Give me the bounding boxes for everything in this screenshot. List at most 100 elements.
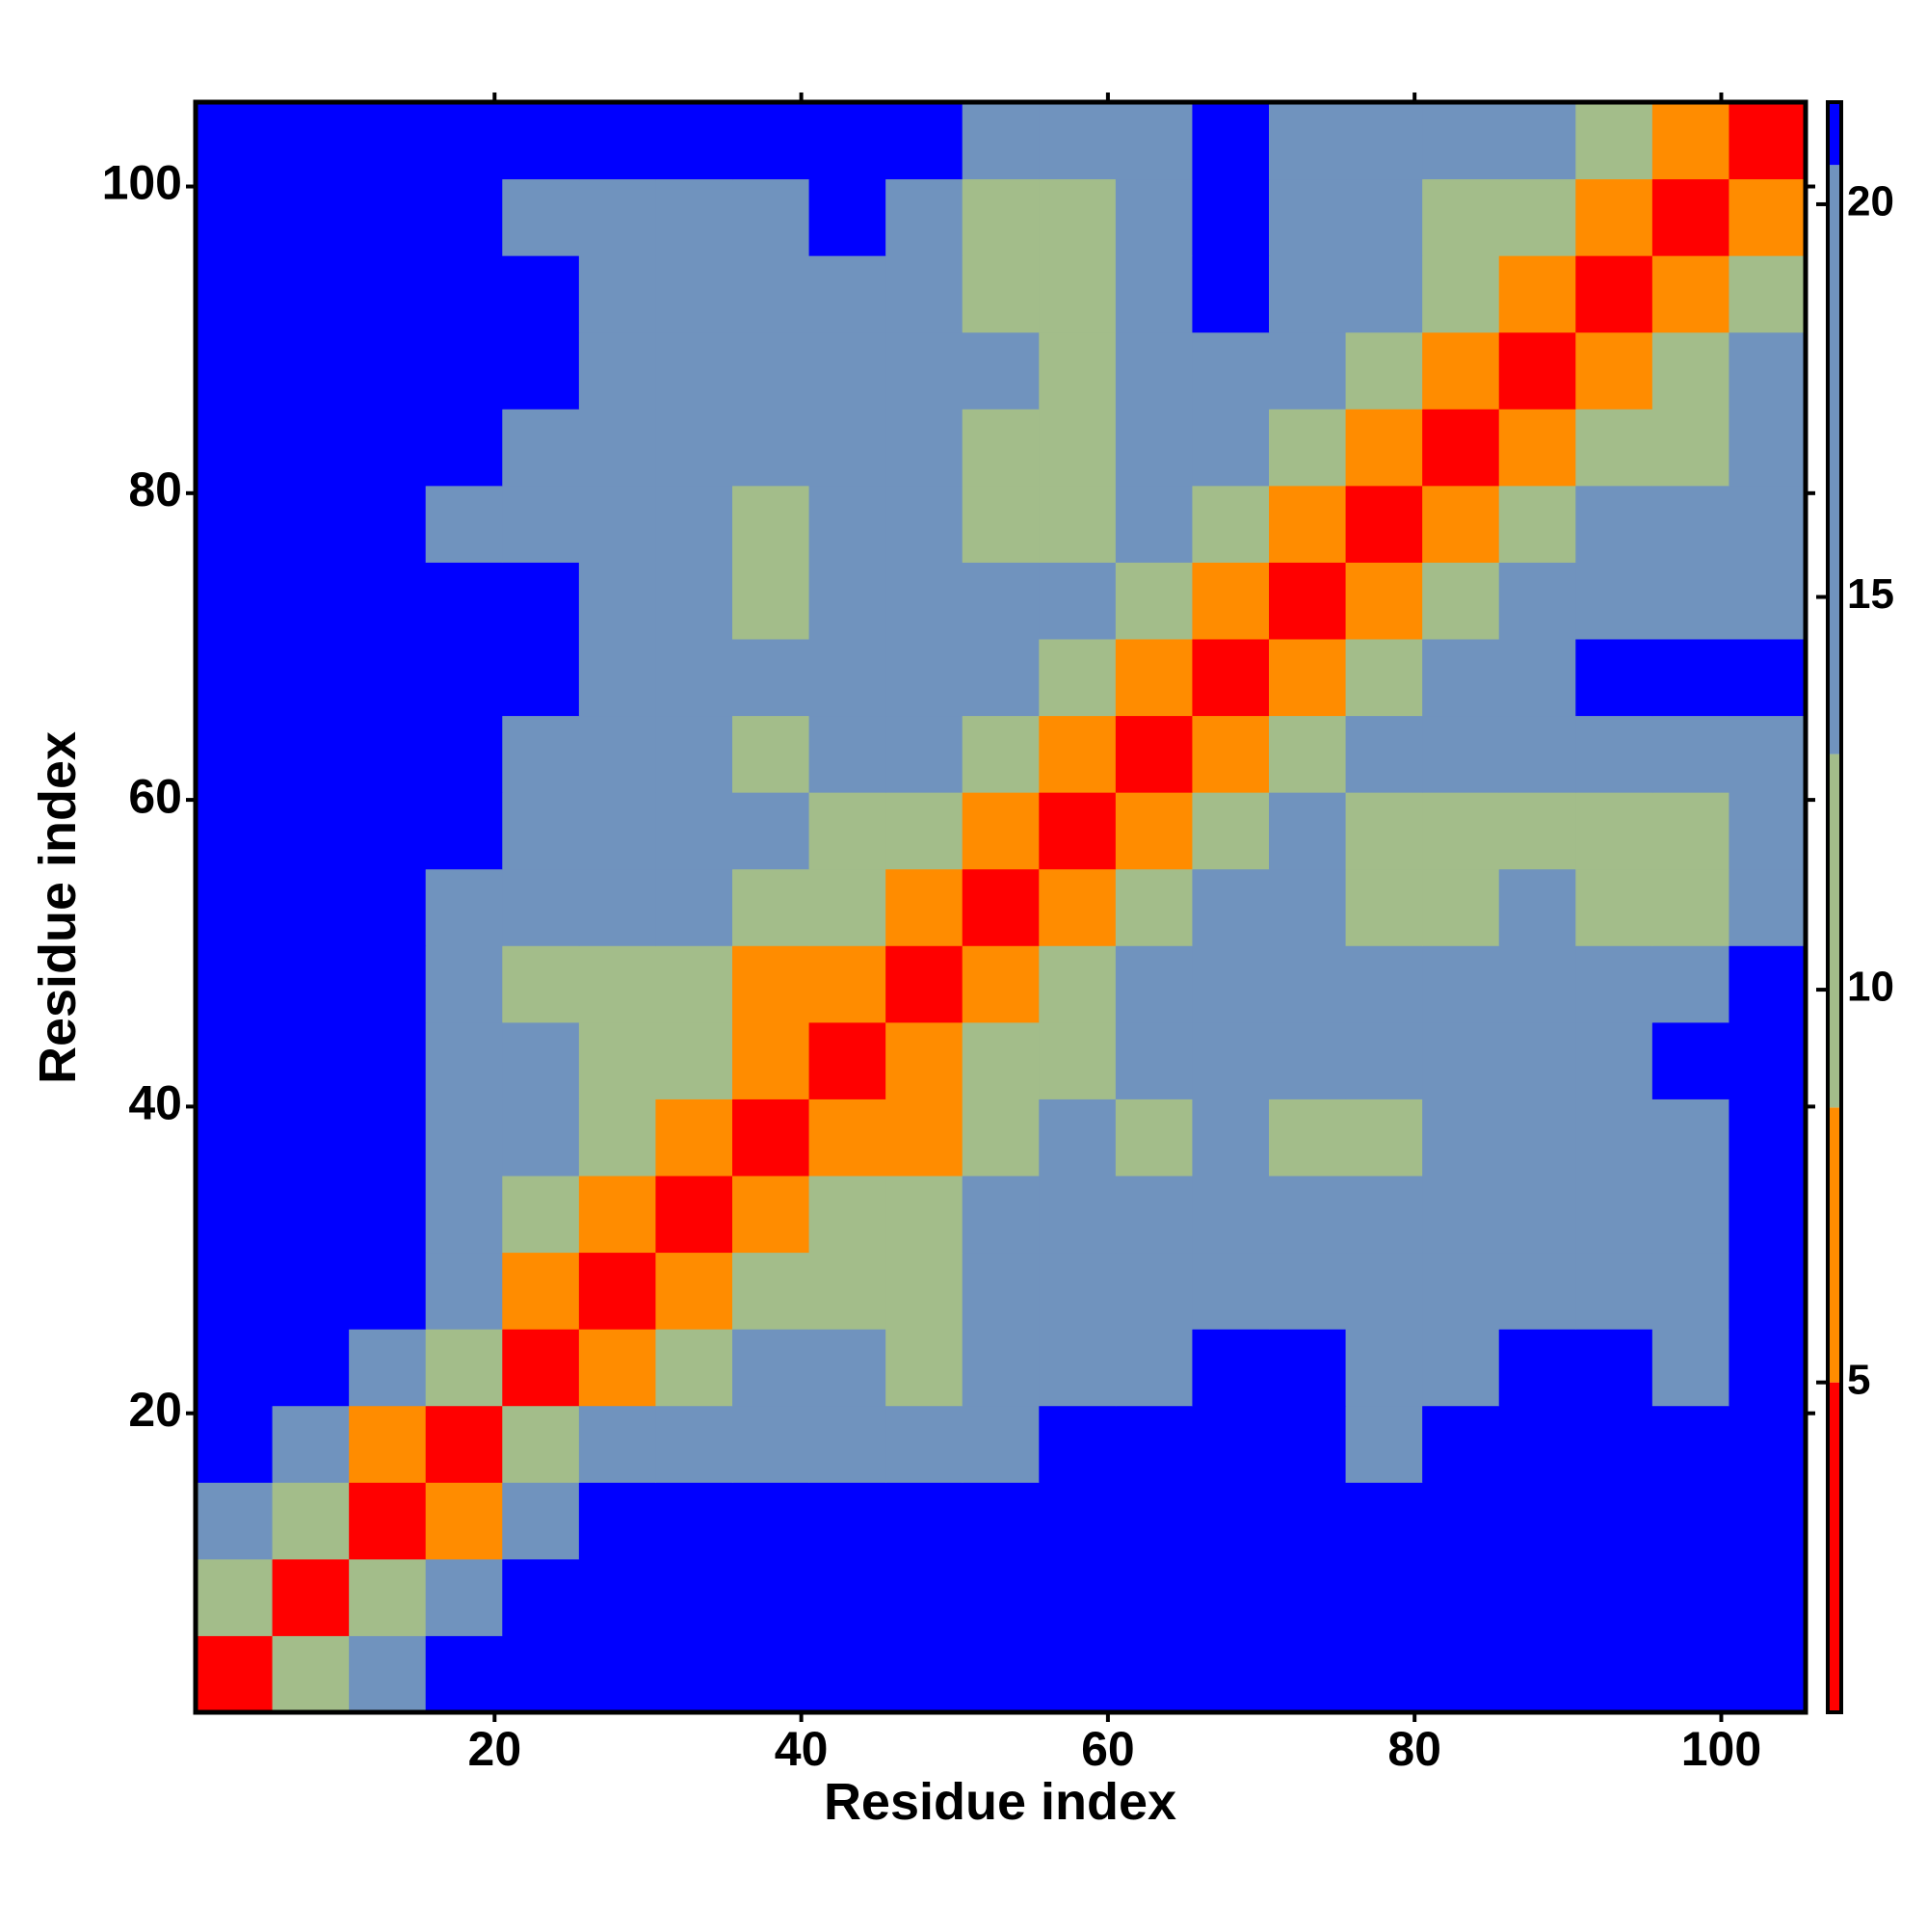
heatmap-cell	[1729, 331, 1807, 410]
heatmap-cell	[349, 639, 427, 717]
heatmap-cell	[196, 1558, 274, 1636]
heatmap-cell	[1651, 178, 1729, 256]
heatmap-cell	[578, 1558, 656, 1636]
heatmap-cell	[578, 409, 656, 487]
heatmap-cell	[272, 255, 350, 333]
heatmap-cell	[1269, 792, 1347, 870]
heatmap-cell	[1115, 1252, 1193, 1330]
heatmap-cell	[808, 1405, 886, 1483]
heatmap-cell	[272, 945, 350, 1023]
heatmap-cell	[885, 102, 964, 180]
heatmap-cell	[1269, 409, 1347, 487]
heatmap-cell	[1498, 1558, 1576, 1636]
heatmap-cell	[885, 331, 964, 410]
heatmap-cell	[425, 331, 503, 410]
heatmap-cell	[1269, 1558, 1347, 1636]
heatmap-cell	[349, 1176, 427, 1254]
heatmap-cell	[808, 409, 886, 487]
heatmap-cell	[1422, 409, 1500, 487]
heatmap-cell	[1575, 255, 1653, 333]
x-tick-label: 80	[1387, 1722, 1441, 1776]
heatmap-cell	[425, 562, 503, 640]
heatmap-cell	[1498, 409, 1576, 487]
heatmap-cell	[732, 1252, 810, 1330]
heatmap-cell	[962, 409, 1040, 487]
x-tick-label: 60	[1081, 1722, 1135, 1776]
x-tick-label: 20	[468, 1722, 522, 1776]
heatmap-cell	[272, 485, 350, 563]
heatmap-cell	[1498, 945, 1576, 1023]
heatmap-cell	[732, 485, 810, 563]
heatmap-cell	[1422, 1098, 1500, 1177]
heatmap-cell	[349, 945, 427, 1023]
heatmap-cell	[1651, 255, 1729, 333]
heatmap-cell	[655, 1558, 733, 1636]
heatmap-cell	[1729, 792, 1807, 870]
heatmap-cell	[655, 255, 733, 333]
heatmap-cell	[272, 178, 350, 256]
heatmap-cell	[962, 255, 1040, 333]
plot-frame	[193, 99, 1808, 1715]
heatmap-cell	[885, 409, 964, 487]
heatmap-cell	[1651, 1482, 1729, 1560]
heatmap-cell	[1269, 1405, 1347, 1483]
heatmap-cell	[1422, 1021, 1500, 1099]
heatmap-cell	[732, 1021, 810, 1099]
heatmap-cell	[732, 331, 810, 410]
heatmap-cell	[1422, 945, 1500, 1023]
colorbar-segment	[1828, 165, 1841, 754]
heatmap-cell	[1498, 485, 1576, 563]
heatmap-cells	[196, 102, 1807, 1713]
heatmap-cell	[732, 1405, 810, 1483]
heatmap-cell	[1115, 1635, 1193, 1713]
heatmap-cell	[808, 1482, 886, 1560]
heatmap-cell	[425, 255, 503, 333]
heatmap-cell	[349, 409, 427, 487]
heatmap-cell	[1192, 331, 1270, 410]
heatmap-cell	[1345, 1021, 1423, 1099]
heatmap-cell	[1039, 485, 1117, 563]
heatmap-cell	[962, 639, 1040, 717]
heatmap-cell	[1575, 562, 1653, 640]
heatmap-cell	[1115, 868, 1193, 946]
heatmap-cell	[425, 1176, 503, 1254]
heatmap-cell	[885, 1635, 964, 1713]
colorbar-segment	[1828, 1107, 1841, 1383]
heatmap-cell	[1039, 1098, 1117, 1177]
heatmap-cell	[962, 562, 1040, 640]
heatmap-cell	[502, 331, 580, 410]
heatmap-cell	[1729, 178, 1807, 256]
heatmap-cell	[1729, 562, 1807, 640]
heatmap-cell	[1422, 1482, 1500, 1560]
heatmap-cell	[196, 1405, 274, 1483]
heatmap-cell	[885, 1558, 964, 1636]
heatmap-cell	[1039, 1558, 1117, 1636]
heatmap-cell	[1192, 562, 1270, 640]
heatmap-cell	[578, 102, 656, 180]
heatmap-cell	[425, 639, 503, 717]
heatmap-cell	[349, 715, 427, 793]
heatmap-cell	[655, 485, 733, 563]
heatmap-cell	[1575, 178, 1653, 256]
heatmap-cell	[196, 562, 274, 640]
colorbar-frame	[1826, 100, 1843, 1714]
heatmap-cell	[655, 1176, 733, 1254]
heatmap-cell	[1115, 1482, 1193, 1560]
y-tick-label: 60	[128, 769, 182, 823]
heatmap-cell	[578, 1252, 656, 1330]
heatmap-cell	[1651, 485, 1729, 563]
heatmap-cell	[732, 639, 810, 717]
heatmap-cell	[885, 1482, 964, 1560]
heatmap-cell	[962, 485, 1040, 563]
y-tick-label: 100	[102, 156, 182, 210]
heatmap-cell	[349, 255, 427, 333]
heatmap-cell	[1345, 945, 1423, 1023]
heatmap-cell	[1115, 1021, 1193, 1099]
heatmap-cell	[1575, 792, 1653, 870]
heatmap-cell	[1269, 1098, 1347, 1177]
colorbar: 5 10 15 20	[1816, 100, 1894, 1714]
heatmap-cell	[502, 102, 580, 180]
heatmap-cell	[196, 1482, 274, 1560]
heatmap-cell	[1269, 485, 1347, 563]
